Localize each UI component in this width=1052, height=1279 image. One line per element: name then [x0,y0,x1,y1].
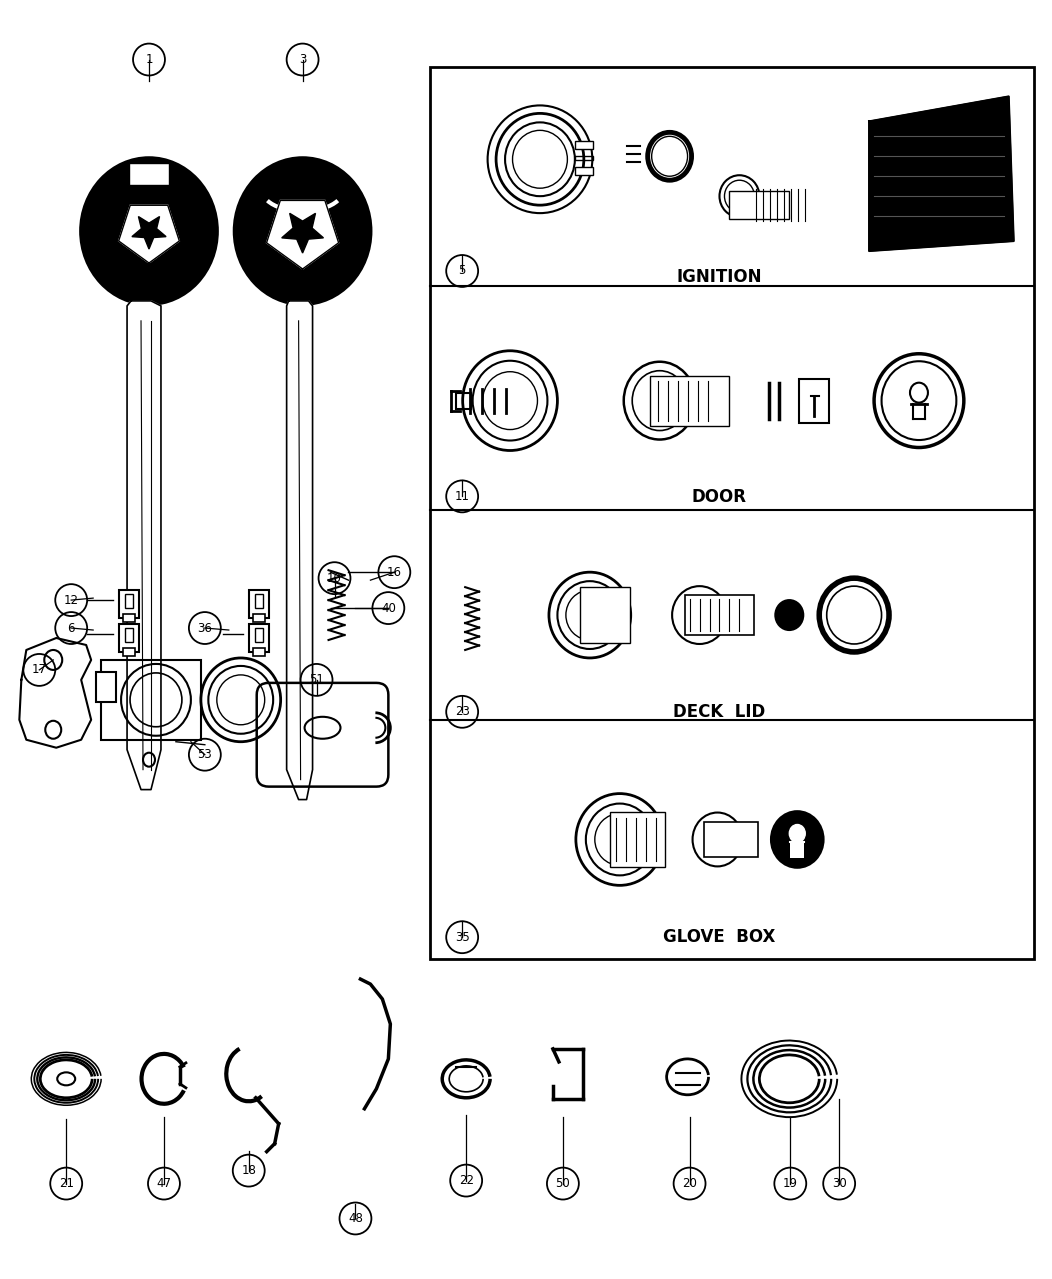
Text: 10: 10 [327,572,342,585]
FancyBboxPatch shape [257,683,388,787]
Bar [574,141,593,150]
Polygon shape [132,216,166,249]
Text: 17: 17 [32,664,46,677]
Bar [790,843,805,858]
Text: 40: 40 [381,601,396,615]
Bar [913,404,925,422]
Text: 3: 3 [299,52,306,67]
Text: 1: 1 [145,52,153,67]
Text: 35: 35 [454,931,469,944]
Bar [685,595,754,634]
Text: 22: 22 [459,1174,473,1187]
Text: 53: 53 [198,748,213,761]
Polygon shape [266,201,339,269]
Ellipse shape [80,157,218,304]
Bar [574,168,593,175]
Text: 18: 18 [241,1164,257,1177]
Polygon shape [119,205,179,263]
Bar [650,376,729,426]
Text: 48: 48 [348,1212,363,1225]
Polygon shape [282,214,323,253]
Text: 16: 16 [387,565,402,578]
Text: 19: 19 [783,1177,797,1189]
Text: IGNITION: IGNITION [676,269,763,286]
Bar [430,67,1034,959]
Text: 11: 11 [454,490,469,503]
Bar [252,614,265,622]
Text: 20: 20 [682,1177,697,1189]
Text: 5: 5 [459,265,466,278]
Text: 23: 23 [454,705,469,719]
Bar [101,660,201,739]
Text: GLOVE  BOX: GLOVE BOX [664,929,775,946]
Bar [255,628,263,642]
Bar [255,595,263,608]
Bar [610,812,665,867]
Polygon shape [286,301,312,799]
Text: 51: 51 [309,673,324,687]
Bar [96,671,116,702]
Bar [574,156,593,160]
Text: DECK  LID: DECK LID [673,702,766,721]
Bar [248,590,268,618]
Bar [125,628,133,642]
Bar [119,624,139,652]
Polygon shape [19,638,92,748]
Bar [252,648,265,656]
Bar [123,614,135,622]
Text: 36: 36 [198,622,213,634]
Text: 47: 47 [157,1177,171,1189]
Ellipse shape [789,825,805,843]
Text: 21: 21 [59,1177,74,1189]
Text: 50: 50 [555,1177,570,1189]
Bar [729,191,789,219]
Text: DOOR: DOOR [692,489,747,506]
Bar [580,587,630,643]
Bar [129,164,169,185]
Bar [800,379,829,422]
Text: 6: 6 [67,622,75,634]
Text: 30: 30 [832,1177,847,1189]
Bar [125,595,133,608]
Polygon shape [127,301,161,789]
Ellipse shape [234,157,371,304]
Text: 12: 12 [64,593,79,606]
Ellipse shape [775,600,804,631]
Bar [248,624,268,652]
Bar [457,393,471,408]
Bar [704,821,758,857]
Bar [119,590,139,618]
Polygon shape [869,96,1014,251]
Bar [123,648,135,656]
Ellipse shape [910,382,928,403]
Ellipse shape [771,812,824,867]
